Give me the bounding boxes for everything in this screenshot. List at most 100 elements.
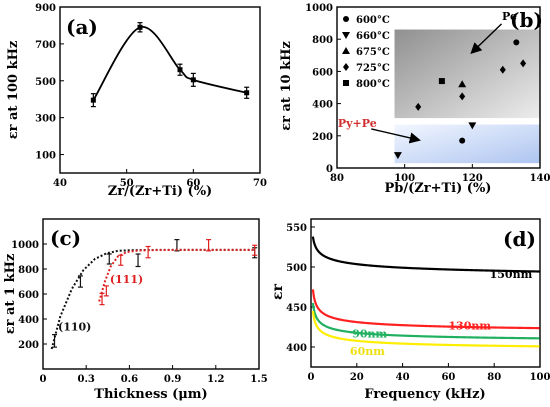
x-tick-label: 60 [441, 372, 455, 383]
x-tick-label: 100 [394, 173, 415, 184]
data-point [468, 122, 477, 130]
y-tick-label: 550 [286, 223, 307, 234]
legend-entry: 675°C [356, 47, 390, 58]
series-label: (110) [58, 320, 91, 333]
panel-b-label: (b) [510, 8, 543, 32]
panel-b-ticks: 80 100 120 140 0 200 400 600 800 1000 [305, 3, 550, 184]
y-tick-label: 800 [18, 265, 39, 276]
panel-b-x-axis-label: Pb/(Zr+Ti) (%) [385, 181, 492, 196]
series-line [311, 289, 540, 330]
x-tick-label: 120 [462, 173, 483, 184]
y-tick-label: 1000 [305, 3, 333, 14]
panel-b-legend: 600°C 660°C 675°C 725°C 800°C [342, 15, 390, 90]
y-tick-label: 400 [286, 343, 307, 354]
series-line [311, 310, 540, 348]
legend-entry: 800°C [356, 79, 390, 90]
series-label: 130nm [448, 319, 491, 332]
x-tick-label: 100 [530, 372, 550, 383]
legend-marker [343, 16, 349, 22]
data-point [458, 80, 467, 88]
y-tick-label: 800 [312, 35, 333, 46]
phase-region-label: Py+Pe [338, 117, 377, 130]
x-tick-label: 70 [253, 178, 267, 189]
data-point [438, 78, 445, 85]
panel-c-ticks: 0 0.3 0.6 0.9 1.2 1.5 200 400 600 800 1000 [11, 240, 268, 385]
x-tick-label: 60 [186, 178, 200, 189]
x-tick-label: 1.2 [207, 374, 224, 385]
panel-c-data-marks: (110) (111) [50, 239, 258, 350]
series-label: (111) [110, 273, 143, 286]
panel-d-y-axis-label: εr [270, 283, 286, 300]
y-tick-label: 400 [18, 315, 39, 326]
panel-b-plot-frame [336, 6, 541, 169]
panel-b-data-marks [393, 39, 527, 160]
panel-d: 0 20 40 60 80 100 400 450 500 550 150nm 130nm 90nm 6… [270, 218, 550, 402]
y-tick-label: 0 [326, 164, 333, 175]
data-point [90, 97, 96, 103]
panel-b: Pe Py+Pe 80 100 120 140 0 200 400 600 800 1000 600… [279, 3, 550, 196]
y-tick-label: 400 [312, 100, 333, 111]
legend-entry: 600°C [356, 15, 390, 26]
y-tick-label: 450 [286, 303, 307, 314]
y-tick-label: 900 [35, 3, 56, 14]
panel-a-y-axis-label: εr at 100 kHz [6, 41, 21, 140]
x-tick-label: 1.5 [250, 374, 267, 385]
panel-d-ticks: 0 20 40 60 80 100 400 450 500 550 [286, 223, 550, 383]
y-tick-label: 200 [312, 132, 333, 143]
panel-a-x-axis-label: Zr/(Zr+Ti) (%) [108, 184, 212, 199]
panel-a: 40 50 60 70 100 300 500 700 900 (a) Zr/(Zr+Ti) (… [6, 3, 267, 199]
panel-d-data-marks: 150nm 130nm 90nm 60nm [311, 236, 540, 358]
phase-region-label: Pe [502, 10, 517, 23]
series-label: 150nm [490, 268, 533, 281]
data-point [244, 90, 250, 96]
legend-marker [342, 32, 350, 39]
x-tick-label: 0.6 [121, 374, 138, 385]
data-point [137, 24, 143, 30]
panel-c-x-axis-label: Thickness (μm) [94, 387, 207, 402]
data-point [459, 137, 466, 144]
y-tick-label: 600 [18, 290, 39, 301]
panel-a-label: (a) [66, 15, 98, 39]
x-tick-label: 80 [487, 372, 501, 383]
panel-a-ticks: 40 50 60 70 100 300 500 700 900 [35, 3, 267, 189]
data-point [459, 92, 466, 101]
x-tick-label: 0 [308, 372, 315, 383]
data-point [415, 102, 422, 111]
legend-marker [342, 47, 350, 54]
y-tick-label: 600 [312, 67, 333, 78]
x-tick-label: 140 [530, 173, 550, 184]
x-tick-label: 40 [396, 372, 410, 383]
data-point [513, 39, 520, 46]
panel-d-x-axis-label: Frequency (kHz) [364, 387, 485, 402]
phase-region-arrow [371, 128, 421, 144]
phase-region [394, 124, 540, 164]
data-point [393, 152, 402, 160]
x-tick-label: 0 [40, 374, 47, 385]
data-point [520, 59, 527, 68]
panel-d-label: (d) [503, 227, 536, 251]
panel-a-data-marks [90, 22, 250, 108]
data-point [190, 77, 196, 83]
panel-b-y-axis-label: εr at 10 kHz [279, 41, 294, 131]
data-point [177, 67, 183, 73]
series-label: 60nm [350, 345, 385, 358]
y-tick-label: 700 [35, 40, 56, 51]
x-tick-label: 40 [53, 178, 67, 189]
panel-c-label: (c) [50, 226, 81, 250]
panel-a-plot-frame [59, 6, 261, 174]
series-line [311, 302, 540, 340]
fit-curve [98, 248, 255, 302]
x-tick-label: 0.3 [77, 374, 94, 385]
y-tick-label: 100 [35, 151, 56, 162]
x-tick-label: 50 [120, 178, 134, 189]
y-tick-label: 500 [35, 77, 56, 88]
x-tick-label: 0.9 [164, 374, 181, 385]
y-tick-label: 200 [18, 340, 39, 351]
x-tick-label: 80 [330, 173, 344, 184]
legend-entry: 725°C [356, 63, 390, 74]
y-tick-label: 500 [286, 263, 307, 274]
legend-marker [343, 80, 349, 86]
panel-c-y-axis-label: εr at 1 kHz [3, 254, 18, 334]
